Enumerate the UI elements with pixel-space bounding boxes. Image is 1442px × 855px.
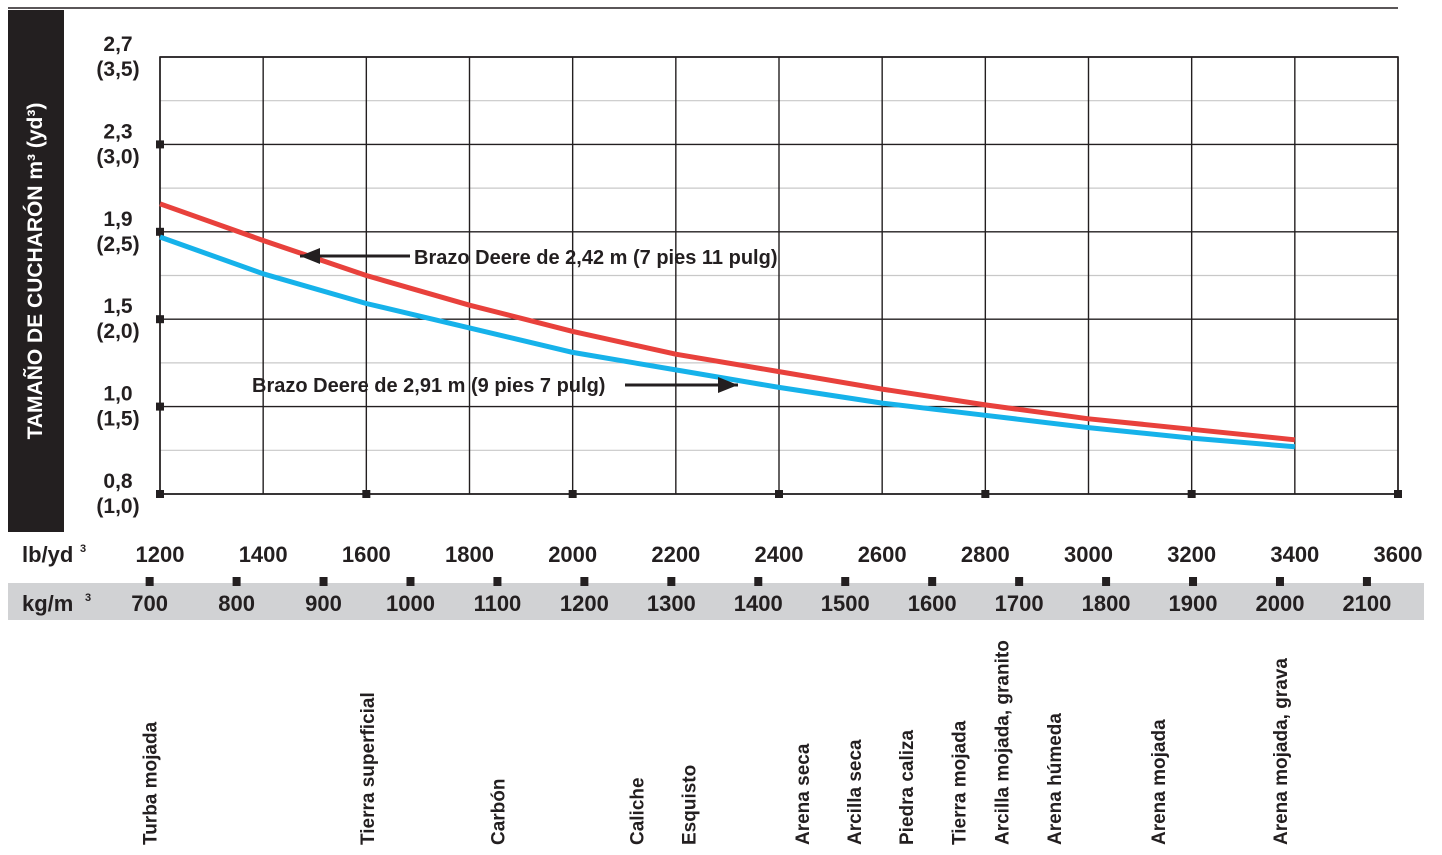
y-axis-label-box: TAMAÑO DE CUCHARÓN m³ (yd³) bbox=[8, 10, 64, 532]
lb-tick-label: 2800 bbox=[961, 542, 1010, 567]
kg-tick-label: 1200 bbox=[560, 591, 609, 616]
y-tick-label-m3: 2,3 bbox=[103, 120, 132, 143]
material-label: Tierra mojada bbox=[949, 720, 970, 845]
y-tick-label-yd3: (2,5) bbox=[96, 233, 139, 256]
kg-tick-label: 800 bbox=[218, 591, 255, 616]
y-tick-label-yd3: (1,5) bbox=[96, 408, 139, 431]
x-tick-marker bbox=[568, 490, 577, 498]
kg-tick-marker bbox=[1015, 577, 1024, 586]
y-tick-label-yd3: (3,5) bbox=[96, 58, 139, 81]
kg-tick-marker bbox=[667, 577, 676, 586]
kg-axis-label-sup: 3 bbox=[85, 592, 91, 604]
kg-tick-label: 1400 bbox=[734, 591, 783, 616]
lb-tick-label: 2000 bbox=[548, 542, 597, 567]
kg-tick-label: 1600 bbox=[908, 591, 957, 616]
kg-tick-marker bbox=[1362, 577, 1371, 586]
lb-tick-label: 1800 bbox=[445, 542, 494, 567]
lb-tick-label: 1400 bbox=[239, 542, 288, 567]
material-label: Tierra superficial bbox=[358, 692, 379, 845]
kg-tick-label: 2000 bbox=[1256, 591, 1305, 616]
kg-tick-marker bbox=[406, 577, 415, 586]
lb-tick-label: 3400 bbox=[1270, 542, 1319, 567]
kg-tick-marker bbox=[841, 577, 850, 586]
lb-axis-label-sup: 3 bbox=[80, 543, 86, 555]
material-label: Turba mojada bbox=[141, 721, 162, 845]
kg-tick-marker bbox=[754, 577, 763, 586]
kg-tick-label: 1800 bbox=[1082, 591, 1131, 616]
lb-axis-label: lb/yd bbox=[22, 542, 73, 567]
kg-tick-marker bbox=[1189, 577, 1198, 586]
kg-tick-label: 1300 bbox=[647, 591, 696, 616]
y-tick-label-m3: 2,7 bbox=[103, 33, 132, 56]
lb-tick-label: 3200 bbox=[1167, 542, 1216, 567]
kg-tick-marker bbox=[493, 577, 502, 586]
x-tick-marker bbox=[156, 490, 164, 498]
material-label: Arena seca bbox=[793, 743, 814, 845]
kg-tick-marker bbox=[145, 577, 154, 586]
y-tick-label-m3: 1,5 bbox=[103, 295, 133, 318]
kg-axis-band bbox=[8, 583, 1424, 620]
kg-tick-label: 1100 bbox=[474, 591, 522, 616]
kg-tick-marker bbox=[232, 577, 241, 586]
material-label: Arena mojada bbox=[1149, 719, 1170, 845]
lb-tick-label: 1600 bbox=[342, 542, 391, 567]
material-label: Arcilla seca bbox=[845, 739, 866, 845]
lb-tick-label: 1200 bbox=[136, 542, 185, 567]
lb-tick-label: 3600 bbox=[1374, 542, 1423, 567]
y-tick-label-yd3: (3,0) bbox=[96, 145, 139, 168]
material-label: Piedra caliza bbox=[897, 729, 918, 845]
x-tick-marker bbox=[775, 490, 783, 498]
series-label-291: Brazo Deere de 2,91 m (9 pies 7 pulg) bbox=[252, 375, 605, 397]
kg-tick-label: 1000 bbox=[386, 591, 435, 616]
material-label: Arena húmeda bbox=[1045, 713, 1066, 845]
kg-tick-label: 900 bbox=[305, 591, 342, 616]
material-label: Carbón bbox=[488, 779, 509, 846]
kg-tick-label: 1900 bbox=[1169, 591, 1218, 616]
kg-tick-label: 2100 bbox=[1342, 591, 1391, 616]
x-tick-marker bbox=[981, 490, 990, 498]
x-tick-marker bbox=[1187, 490, 1196, 498]
kg-tick-label: 700 bbox=[131, 591, 168, 616]
x-tick-marker bbox=[1394, 490, 1402, 498]
series-line-242 bbox=[159, 201, 1296, 443]
lb-tick-label: 2600 bbox=[858, 542, 907, 567]
y-tick-label-yd3: (1,0) bbox=[96, 495, 139, 518]
y-tick-label-m3: 0,8 bbox=[103, 470, 133, 493]
series-label-242: Brazo Deere de 2,42 m (7 pies 11 pulg) bbox=[414, 247, 777, 269]
material-label: Esquisto bbox=[680, 765, 701, 845]
material-label: Arena mojada, grava bbox=[1271, 658, 1292, 845]
y-tick-label-m3: 1,0 bbox=[103, 383, 132, 406]
kg-tick-marker bbox=[1275, 577, 1284, 586]
annotation-arrow-242-head bbox=[300, 248, 320, 264]
annotation-arrow-291-head bbox=[718, 377, 738, 393]
y-tick-label-m3: 1,9 bbox=[103, 208, 132, 231]
lb-tick-label: 2400 bbox=[755, 542, 804, 567]
y-tick-marker bbox=[156, 315, 164, 324]
kg-tick-label: 1700 bbox=[995, 591, 1044, 616]
lb-tick-label: 3000 bbox=[1064, 542, 1113, 567]
kg-axis-label: kg/m bbox=[22, 591, 73, 616]
series-line-291 bbox=[159, 234, 1296, 450]
kg-tick-marker bbox=[928, 577, 937, 586]
y-tick-label-yd3: (2,0) bbox=[96, 320, 139, 343]
kg-tick-label: 1500 bbox=[821, 591, 870, 616]
y-tick-marker bbox=[156, 227, 164, 236]
y-tick-marker bbox=[156, 140, 164, 149]
kg-tick-marker bbox=[1102, 577, 1111, 586]
kg-tick-marker bbox=[319, 577, 328, 586]
kg-tick-marker bbox=[580, 577, 589, 586]
lb-tick-label: 2200 bbox=[651, 542, 700, 567]
material-label: Caliche bbox=[628, 777, 649, 845]
material-label: Arcilla mojada, granito bbox=[993, 640, 1014, 845]
x-tick-marker bbox=[362, 490, 371, 498]
y-tick-marker bbox=[156, 402, 164, 411]
